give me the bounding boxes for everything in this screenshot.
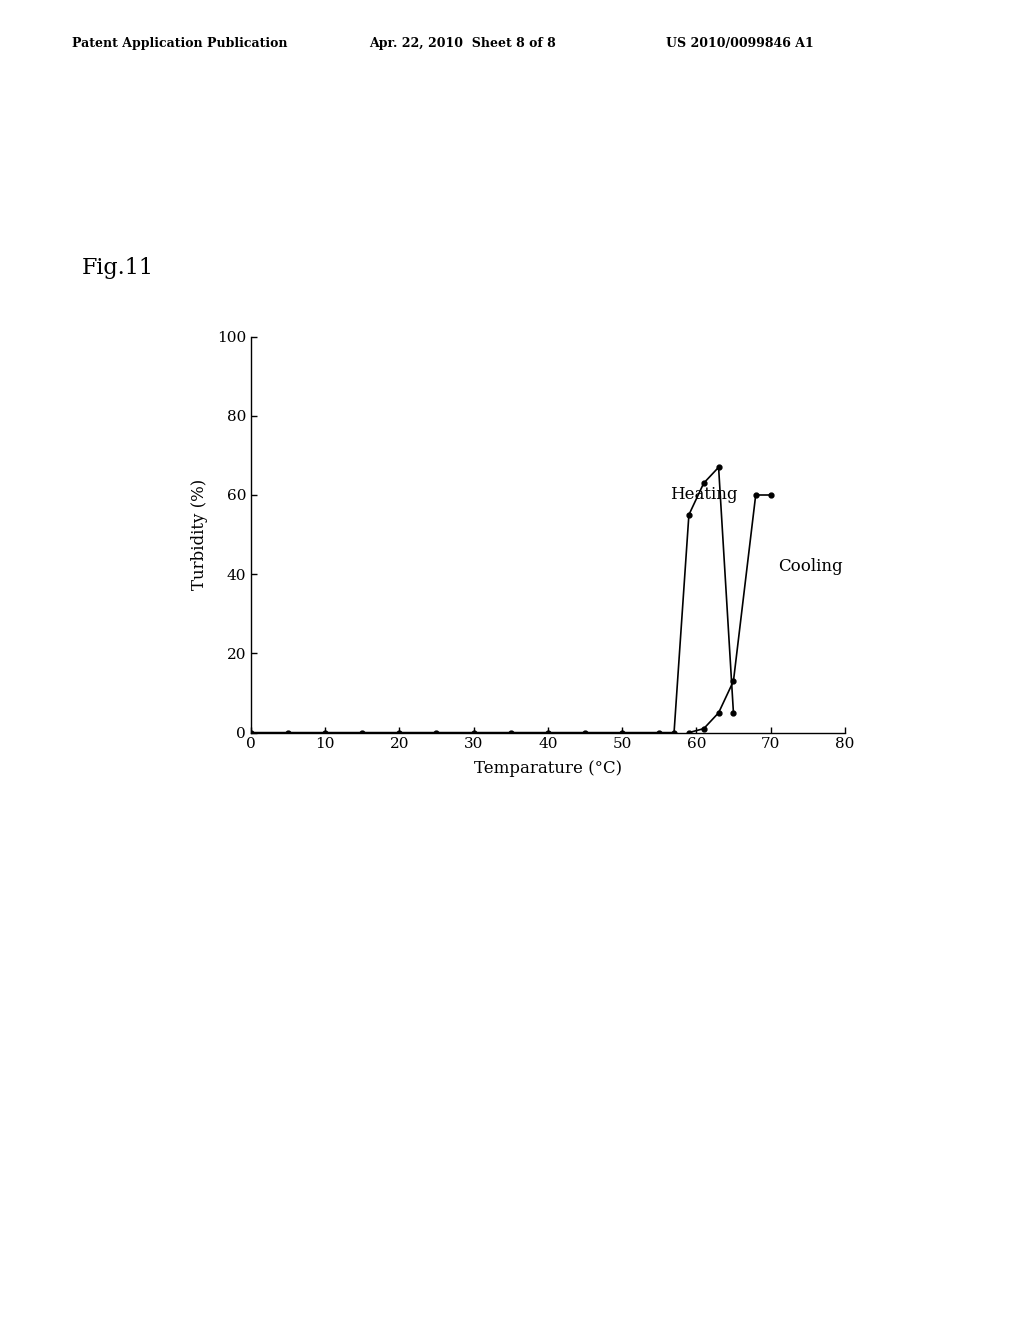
Text: Apr. 22, 2010  Sheet 8 of 8: Apr. 22, 2010 Sheet 8 of 8: [369, 37, 555, 50]
X-axis label: Temparature (°C): Temparature (°C): [474, 760, 622, 776]
Y-axis label: Turbidity (%): Turbidity (%): [191, 479, 209, 590]
Text: Fig.11: Fig.11: [82, 257, 154, 280]
Text: Heating: Heating: [671, 486, 738, 503]
Text: Patent Application Publication: Patent Application Publication: [72, 37, 287, 50]
Text: Cooling: Cooling: [778, 558, 843, 574]
Text: US 2010/0099846 A1: US 2010/0099846 A1: [666, 37, 813, 50]
